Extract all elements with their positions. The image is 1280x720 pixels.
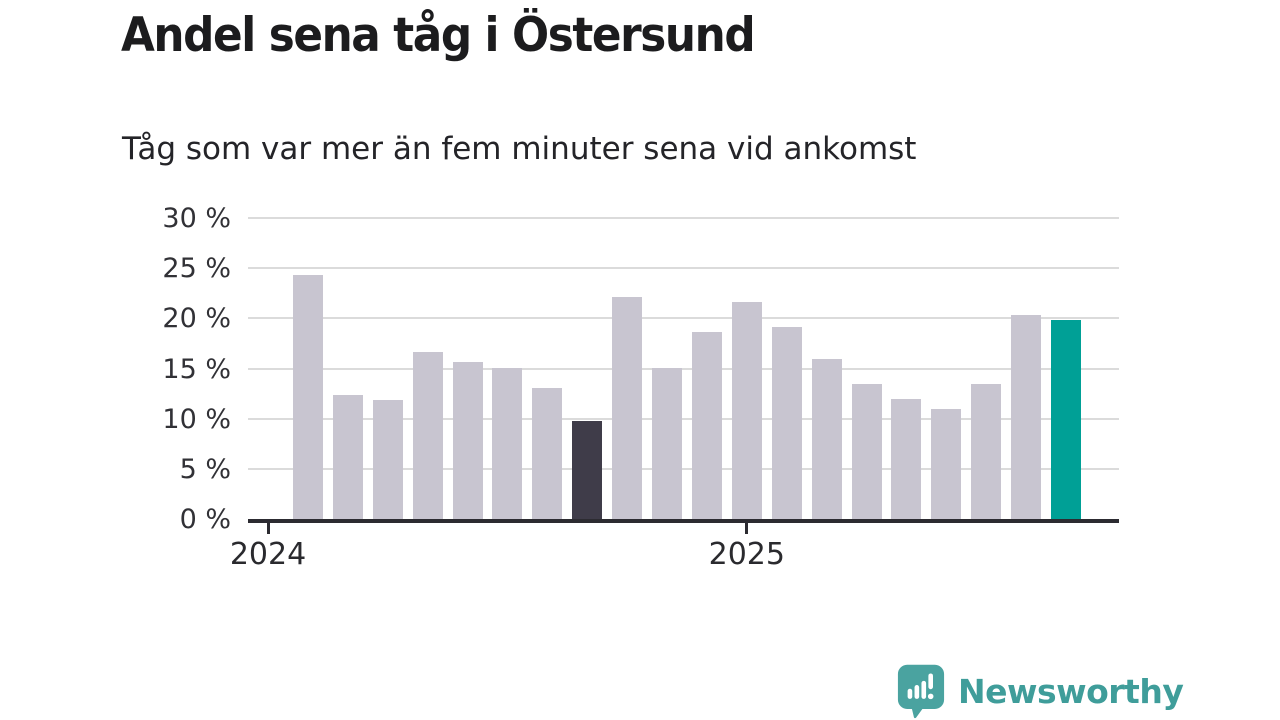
bar-14-default — [811, 359, 842, 519]
gridline-10 — [248, 417, 1119, 420]
gridline-15 — [248, 367, 1119, 370]
bar-chart-plot-area — [248, 217, 1119, 519]
bar-2-default — [332, 394, 363, 519]
bar-13-default — [771, 327, 802, 519]
y-axis-label-5: 5 % — [179, 453, 231, 485]
y-axis-label-20: 20 % — [162, 303, 231, 335]
bar-11-default — [691, 332, 722, 519]
gridline-25 — [248, 267, 1119, 270]
logo-bar-small — [907, 688, 913, 699]
y-axis-label-10: 10 % — [162, 403, 231, 435]
y-axis-label-25: 25 % — [162, 253, 231, 285]
bar-9-default — [612, 297, 643, 519]
gridline-30 — [248, 217, 1119, 219]
logo-bar-medium — [914, 685, 920, 699]
bar-16-default — [891, 398, 922, 519]
chart-subtitle: Tåg som var mer än fem minuter sena vid … — [122, 131, 917, 167]
logo-bar-tall — [921, 680, 927, 699]
x-axis-tick-2025 — [745, 522, 749, 534]
logo-exclamation-bar — [928, 673, 933, 690]
gridline-5 — [248, 467, 1119, 470]
bar-7-default — [532, 387, 563, 519]
bar-3-default — [372, 399, 403, 519]
logo-exclamation-dot — [927, 693, 934, 700]
y-axis-label-0: 0 % — [179, 504, 231, 535]
brand-name: Newsworthy — [958, 672, 1184, 711]
x-axis-tick-2024 — [266, 522, 270, 534]
bar-17-default — [931, 408, 962, 519]
y-axis-label-30: 30 % — [162, 203, 231, 234]
bar-5-default — [452, 362, 483, 519]
bar-18-default — [971, 383, 1002, 519]
x-axis-label-2024: 2024 — [229, 537, 307, 572]
bar-15-default — [851, 383, 882, 519]
gridline-20 — [248, 317, 1119, 320]
bar-8-dark — [572, 420, 603, 519]
newsworthy-logo-icon — [897, 664, 945, 719]
bar-4-default — [412, 352, 443, 519]
y-axis-label-15: 15 % — [162, 353, 231, 385]
bar-20-highlight — [1051, 320, 1081, 519]
bar-1-default — [292, 275, 323, 519]
brand-footer: Newsworthy — [897, 663, 1184, 720]
bar-19-default — [1011, 315, 1042, 519]
bar-6-default — [492, 367, 523, 519]
page-title: Andel sena tåg i Östersund — [121, 8, 756, 63]
bar-10-default — [652, 367, 682, 519]
x-axis-line — [248, 519, 1119, 523]
x-axis-label-2025: 2025 — [708, 537, 785, 572]
bar-12-default — [731, 302, 762, 519]
